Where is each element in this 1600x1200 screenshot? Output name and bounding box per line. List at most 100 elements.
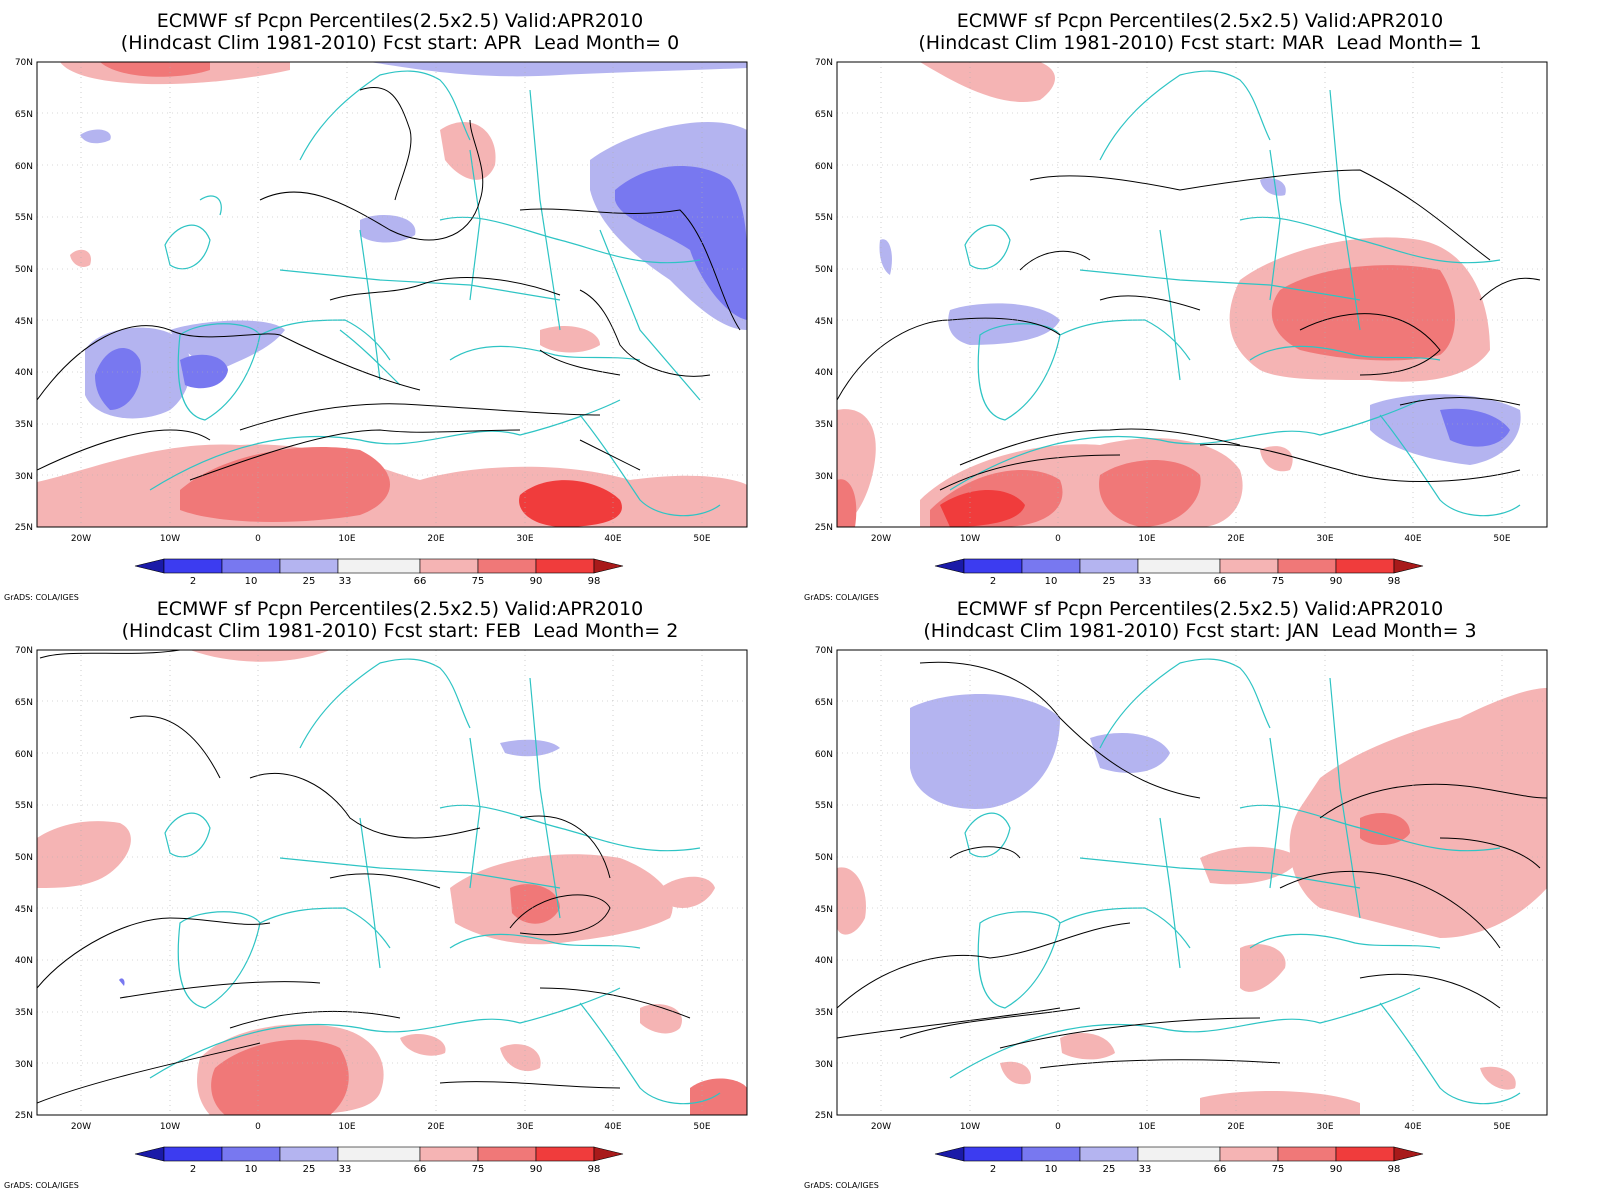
shading-layer [837, 688, 1547, 1115]
contour-layer [837, 169, 1541, 491]
gridline-layer [837, 62, 1547, 527]
lat-label: 50N [815, 853, 833, 863]
colorbar-label: 2 [990, 576, 996, 587]
lon-label: 30E [1316, 534, 1333, 544]
lon-label: 20W [71, 534, 91, 544]
map-frame [836, 61, 1548, 528]
colorbar-label: 10 [1045, 1164, 1058, 1175]
lon-label: 50E [693, 534, 710, 544]
coastline-layer [149, 658, 721, 1105]
colorbar: 2 10 25 33 66 75 90 98 [134, 1146, 624, 1175]
lon-label: 20W [871, 534, 891, 544]
lat-label: 45N [15, 905, 33, 915]
lat-label: 55N [815, 801, 833, 811]
panel-title-line2: (Hindcast Clim 1981-2010) Fcst start: JA… [923, 620, 1477, 642]
map-svg: 70N 65N 60N 55N 50N 45N 40N 35N 30N 25N … [815, 646, 1548, 1175]
colorbar-label: 10 [245, 1164, 258, 1175]
map-panel-lead-3: ECMWF sf Pcpn Percentiles(2.5x2.5) Valid… [800, 588, 1600, 1190]
lon-label: 20E [1227, 1122, 1244, 1132]
panel-title-line1: ECMWF sf Pcpn Percentiles(2.5x2.5) Valid… [956, 598, 1444, 620]
lon-label: 10E [338, 1122, 355, 1132]
credit-label: GrADS: COLA/IGES [804, 1181, 879, 1190]
lat-axis-labels: 70N 65N 60N 55N 50N 45N 40N 35N 30N 25N [815, 646, 833, 1121]
panel-title-line1: ECMWF sf Pcpn Percentiles(2.5x2.5) Valid… [156, 598, 644, 620]
colorbar-label: 66 [1214, 1164, 1227, 1175]
lat-label: 55N [15, 213, 33, 223]
lon-label: 40E [604, 1122, 621, 1132]
lat-label: 30N [815, 472, 833, 482]
contour-layer [837, 661, 1547, 1069]
lat-label: 35N [15, 420, 33, 430]
colorbar-label: 10 [1045, 576, 1058, 587]
coastline-layer [949, 658, 1521, 1105]
colorbar-label: 10 [245, 576, 258, 587]
contour-layer [37, 86, 741, 481]
map-panel-lead-2: ECMWF sf Pcpn Percentiles(2.5x2.5) Valid… [0, 588, 800, 1190]
lat-axis-labels: 70N 65N 60N 55N 50N 45N 40N 35N 30N 25N [15, 58, 33, 533]
lon-label: 50E [1493, 1122, 1510, 1132]
lon-label: 50E [1493, 534, 1510, 544]
lat-label: 30N [15, 472, 33, 482]
lon-label: 30E [516, 1122, 533, 1132]
gridline-layer [837, 650, 1547, 1115]
lat-label: 60N [15, 162, 33, 172]
colorbar-label: 33 [1139, 1164, 1152, 1175]
lat-label: 30N [15, 1060, 33, 1070]
lon-axis-labels: 20W 10W 0 10E 20E 30E 40E 50E [871, 534, 1511, 544]
lat-label: 70N [15, 58, 33, 68]
lon-axis-labels: 20W 10W 0 10E 20E 30E 40E 50E [71, 1122, 711, 1132]
lon-label: 30E [1316, 1122, 1333, 1132]
colorbar-label: 90 [530, 1164, 543, 1175]
panel-title-line2: (Hindcast Clim 1981-2010) Fcst start: FE… [121, 620, 679, 642]
lat-label: 70N [815, 58, 833, 68]
colorbar-label: 2 [990, 1164, 996, 1175]
lon-label: 10W [160, 534, 180, 544]
map-frame [36, 61, 748, 528]
lon-axis-labels: 20W 10W 0 10E 20E 30E 40E 50E [871, 1122, 1511, 1132]
colorbar: 2 10 25 33 66 75 90 98 [134, 558, 624, 587]
lon-label: 50E [693, 1122, 710, 1132]
shading-layer [837, 62, 1521, 527]
credit-label: GrADS: COLA/IGES [4, 593, 79, 602]
lat-label: 55N [815, 213, 833, 223]
lat-label: 35N [15, 1008, 33, 1018]
colorbar: 2 10 25 33 66 75 90 98 [934, 1146, 1424, 1175]
map-frame [36, 649, 748, 1116]
colorbar-label: 90 [1330, 576, 1343, 587]
map-panel-lead-1: ECMWF sf Pcpn Percentiles(2.5x2.5) Valid… [800, 0, 1600, 602]
lat-label: 65N [815, 110, 833, 120]
colorbar-label: 66 [1214, 576, 1227, 587]
colorbar-label: 90 [530, 576, 543, 587]
lat-label: 40N [15, 368, 33, 378]
colorbar-label: 98 [1388, 576, 1401, 587]
shading-layer [37, 62, 747, 527]
colorbar-label: 25 [1103, 1164, 1116, 1175]
lat-label: 40N [815, 368, 833, 378]
panel-title-line1: ECMWF sf Pcpn Percentiles(2.5x2.5) Valid… [156, 10, 644, 32]
colorbar-label: 75 [472, 576, 485, 587]
lat-label: 40N [15, 956, 33, 966]
lon-label: 20W [871, 1122, 891, 1132]
lon-label: 10W [960, 534, 980, 544]
lat-label: 25N [15, 1111, 33, 1121]
lat-label: 70N [15, 646, 33, 656]
lon-label: 10E [1138, 1122, 1155, 1132]
lon-label: 40E [604, 534, 621, 544]
coastline-layer [149, 70, 721, 517]
colorbar: 2 10 25 33 66 75 90 98 [934, 558, 1424, 587]
lat-label: 40N [815, 956, 833, 966]
map-panel-lead-0: ECMWF sf Pcpn Percentiles(2.5x2.5) Valid… [0, 0, 800, 602]
lat-label: 60N [15, 750, 33, 760]
lat-label: 60N [815, 162, 833, 172]
colorbar-label: 75 [1272, 1164, 1285, 1175]
colorbar-label: 66 [414, 1164, 427, 1175]
lat-label: 25N [15, 523, 33, 533]
colorbar-label: 25 [303, 576, 316, 587]
gridline-layer [37, 62, 747, 527]
lat-label: 60N [815, 750, 833, 760]
credit-label: GrADS: COLA/IGES [4, 1181, 79, 1190]
colorbar-label: 33 [1139, 576, 1152, 587]
lat-label: 35N [815, 420, 833, 430]
lon-axis-labels: 20W 10W 0 10E 20E 30E 40E 50E [71, 534, 711, 544]
lon-label: 40E [1404, 534, 1421, 544]
